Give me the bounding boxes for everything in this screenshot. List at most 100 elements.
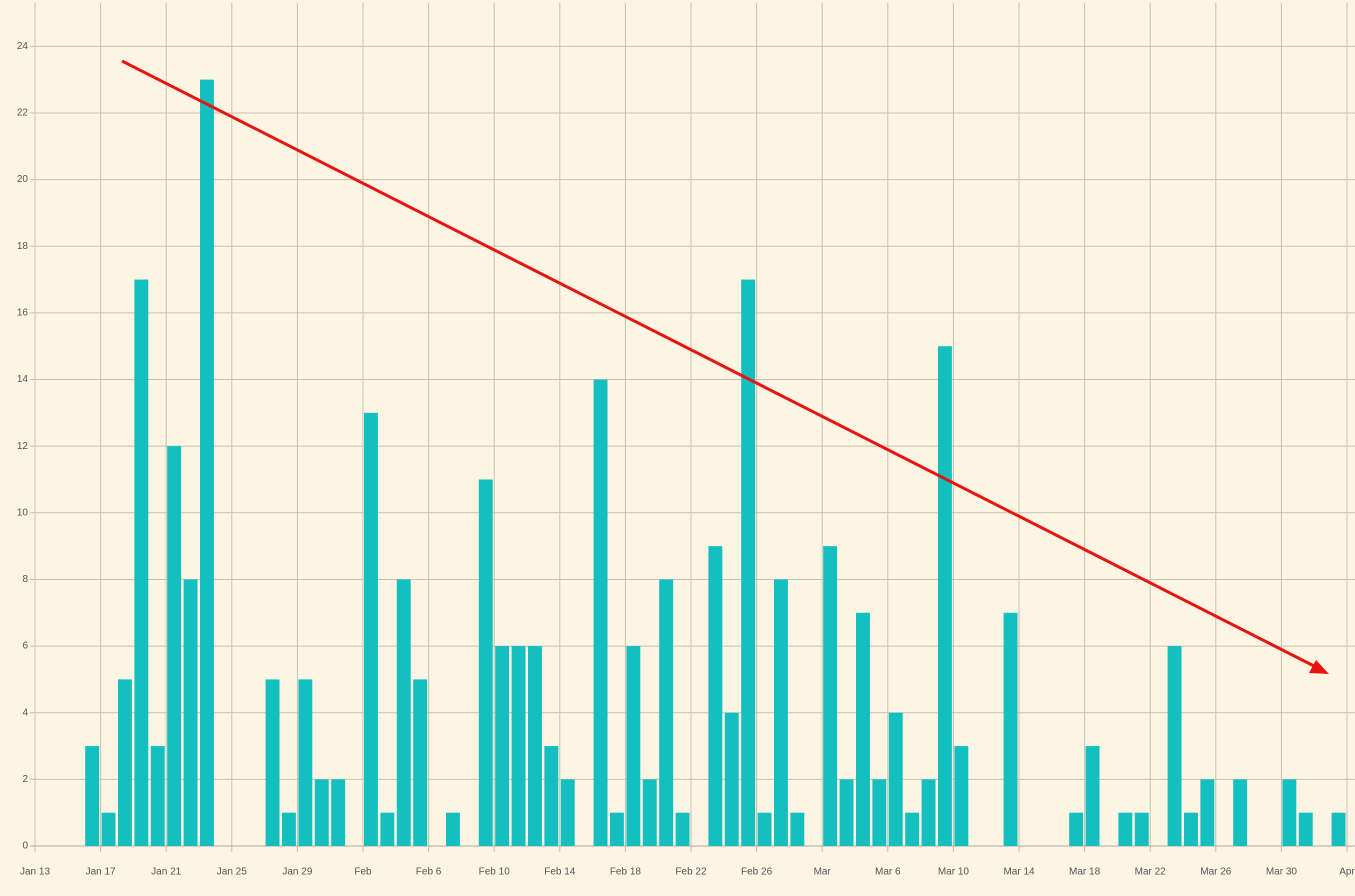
- bar: [610, 812, 624, 846]
- trend-line: [121, 59, 1317, 669]
- y-tick-label: 0: [22, 841, 28, 852]
- x-tick-label: Mar 22: [1135, 867, 1167, 878]
- bar: [1298, 812, 1313, 846]
- x-tick-label: Mar 6: [875, 867, 901, 878]
- x-tick-label: Feb 14: [544, 867, 576, 878]
- x-tick-label: Mar 30: [1266, 867, 1298, 878]
- y-tick-label: 2: [22, 774, 28, 785]
- bar: [331, 779, 346, 846]
- y-tick-label: 10: [17, 507, 29, 518]
- bar: [593, 379, 608, 846]
- bar: [528, 646, 542, 846]
- bar: [1282, 779, 1297, 846]
- bar: [298, 679, 313, 846]
- x-tick-label: Mar: [814, 867, 832, 878]
- bar: [659, 579, 674, 846]
- bar: [183, 579, 198, 846]
- bar: [1069, 812, 1084, 846]
- x-tick-label: Feb 6: [416, 867, 442, 878]
- y-tick-label: 6: [22, 641, 28, 652]
- bar: [560, 779, 575, 846]
- y-tick-label: 16: [17, 308, 29, 319]
- y-tick-label: 4: [22, 707, 28, 718]
- bar: [1003, 612, 1018, 846]
- bar: [724, 712, 739, 846]
- bar: [774, 579, 788, 846]
- bar: [150, 746, 165, 846]
- bar: [413, 679, 428, 846]
- bar: [642, 779, 657, 846]
- bar: [954, 746, 969, 846]
- y-tick-label: 14: [17, 374, 29, 385]
- x-tick-label: Mar 26: [1200, 867, 1232, 878]
- bar: [938, 346, 952, 846]
- bar: [1085, 746, 1100, 846]
- x-tick-label: Mar 10: [938, 867, 970, 878]
- y-tick-label: 24: [17, 41, 29, 52]
- bar: [1134, 812, 1149, 846]
- bar: [118, 679, 132, 846]
- bar: [626, 646, 641, 846]
- bar: [134, 279, 149, 846]
- x-tick-label: Feb 22: [675, 867, 707, 878]
- bar: [1331, 812, 1346, 846]
- bar: [921, 779, 936, 846]
- bar: [790, 812, 805, 846]
- y-tick-label: 8: [22, 574, 28, 585]
- bar: [1233, 779, 1248, 846]
- bar: [1167, 646, 1182, 846]
- bar: [675, 812, 690, 846]
- grid: [30, 3, 1355, 852]
- x-tick-label: Feb: [354, 867, 372, 878]
- bar: [314, 779, 329, 846]
- bar: [364, 412, 378, 846]
- bars: [85, 79, 1346, 847]
- bar: [396, 579, 411, 846]
- bar: [380, 812, 395, 846]
- bar: [265, 679, 280, 846]
- y-tick-label: 22: [17, 108, 29, 119]
- x-tick-label: Jan 25: [217, 867, 247, 878]
- arrow-head: [1309, 660, 1329, 674]
- x-tick-label: Jan 29: [282, 867, 312, 878]
- x-tick-label: Apr: [1339, 867, 1355, 878]
- x-tick-label: Jan 13: [20, 867, 50, 878]
- bar: [872, 779, 887, 846]
- x-tick-label: Jan 21: [151, 867, 181, 878]
- bar: [757, 812, 772, 846]
- bar: [1118, 812, 1133, 846]
- bar: [839, 779, 854, 846]
- bar: [1184, 812, 1198, 846]
- bar: [478, 479, 493, 846]
- bar: [167, 446, 182, 846]
- bar: [282, 812, 296, 846]
- bar: [856, 612, 870, 846]
- bar: [741, 279, 756, 846]
- bar: [85, 746, 100, 846]
- x-tick-label: Mar 14: [1003, 867, 1035, 878]
- bar: [511, 646, 526, 846]
- x-tick-label: Feb 10: [479, 867, 511, 878]
- x-tick-label: Jan 17: [86, 867, 116, 878]
- bar: [1200, 779, 1215, 846]
- bar: [544, 746, 559, 846]
- bar: [888, 712, 903, 846]
- bar: [708, 546, 723, 846]
- y-tick-label: 12: [17, 441, 29, 452]
- x-tick-label: Feb 26: [741, 867, 773, 878]
- trend-arrow: [121, 59, 1329, 674]
- y-tick-label: 20: [17, 174, 29, 185]
- bar: [823, 546, 838, 846]
- bar: [905, 812, 920, 846]
- x-tick-label: Mar 18: [1069, 867, 1101, 878]
- bar: [101, 812, 116, 846]
- y-tick-label: 18: [17, 241, 29, 252]
- bar: [495, 646, 510, 846]
- x-tick-label: Feb 18: [610, 867, 642, 878]
- bar: [446, 812, 460, 846]
- bar: [200, 79, 214, 847]
